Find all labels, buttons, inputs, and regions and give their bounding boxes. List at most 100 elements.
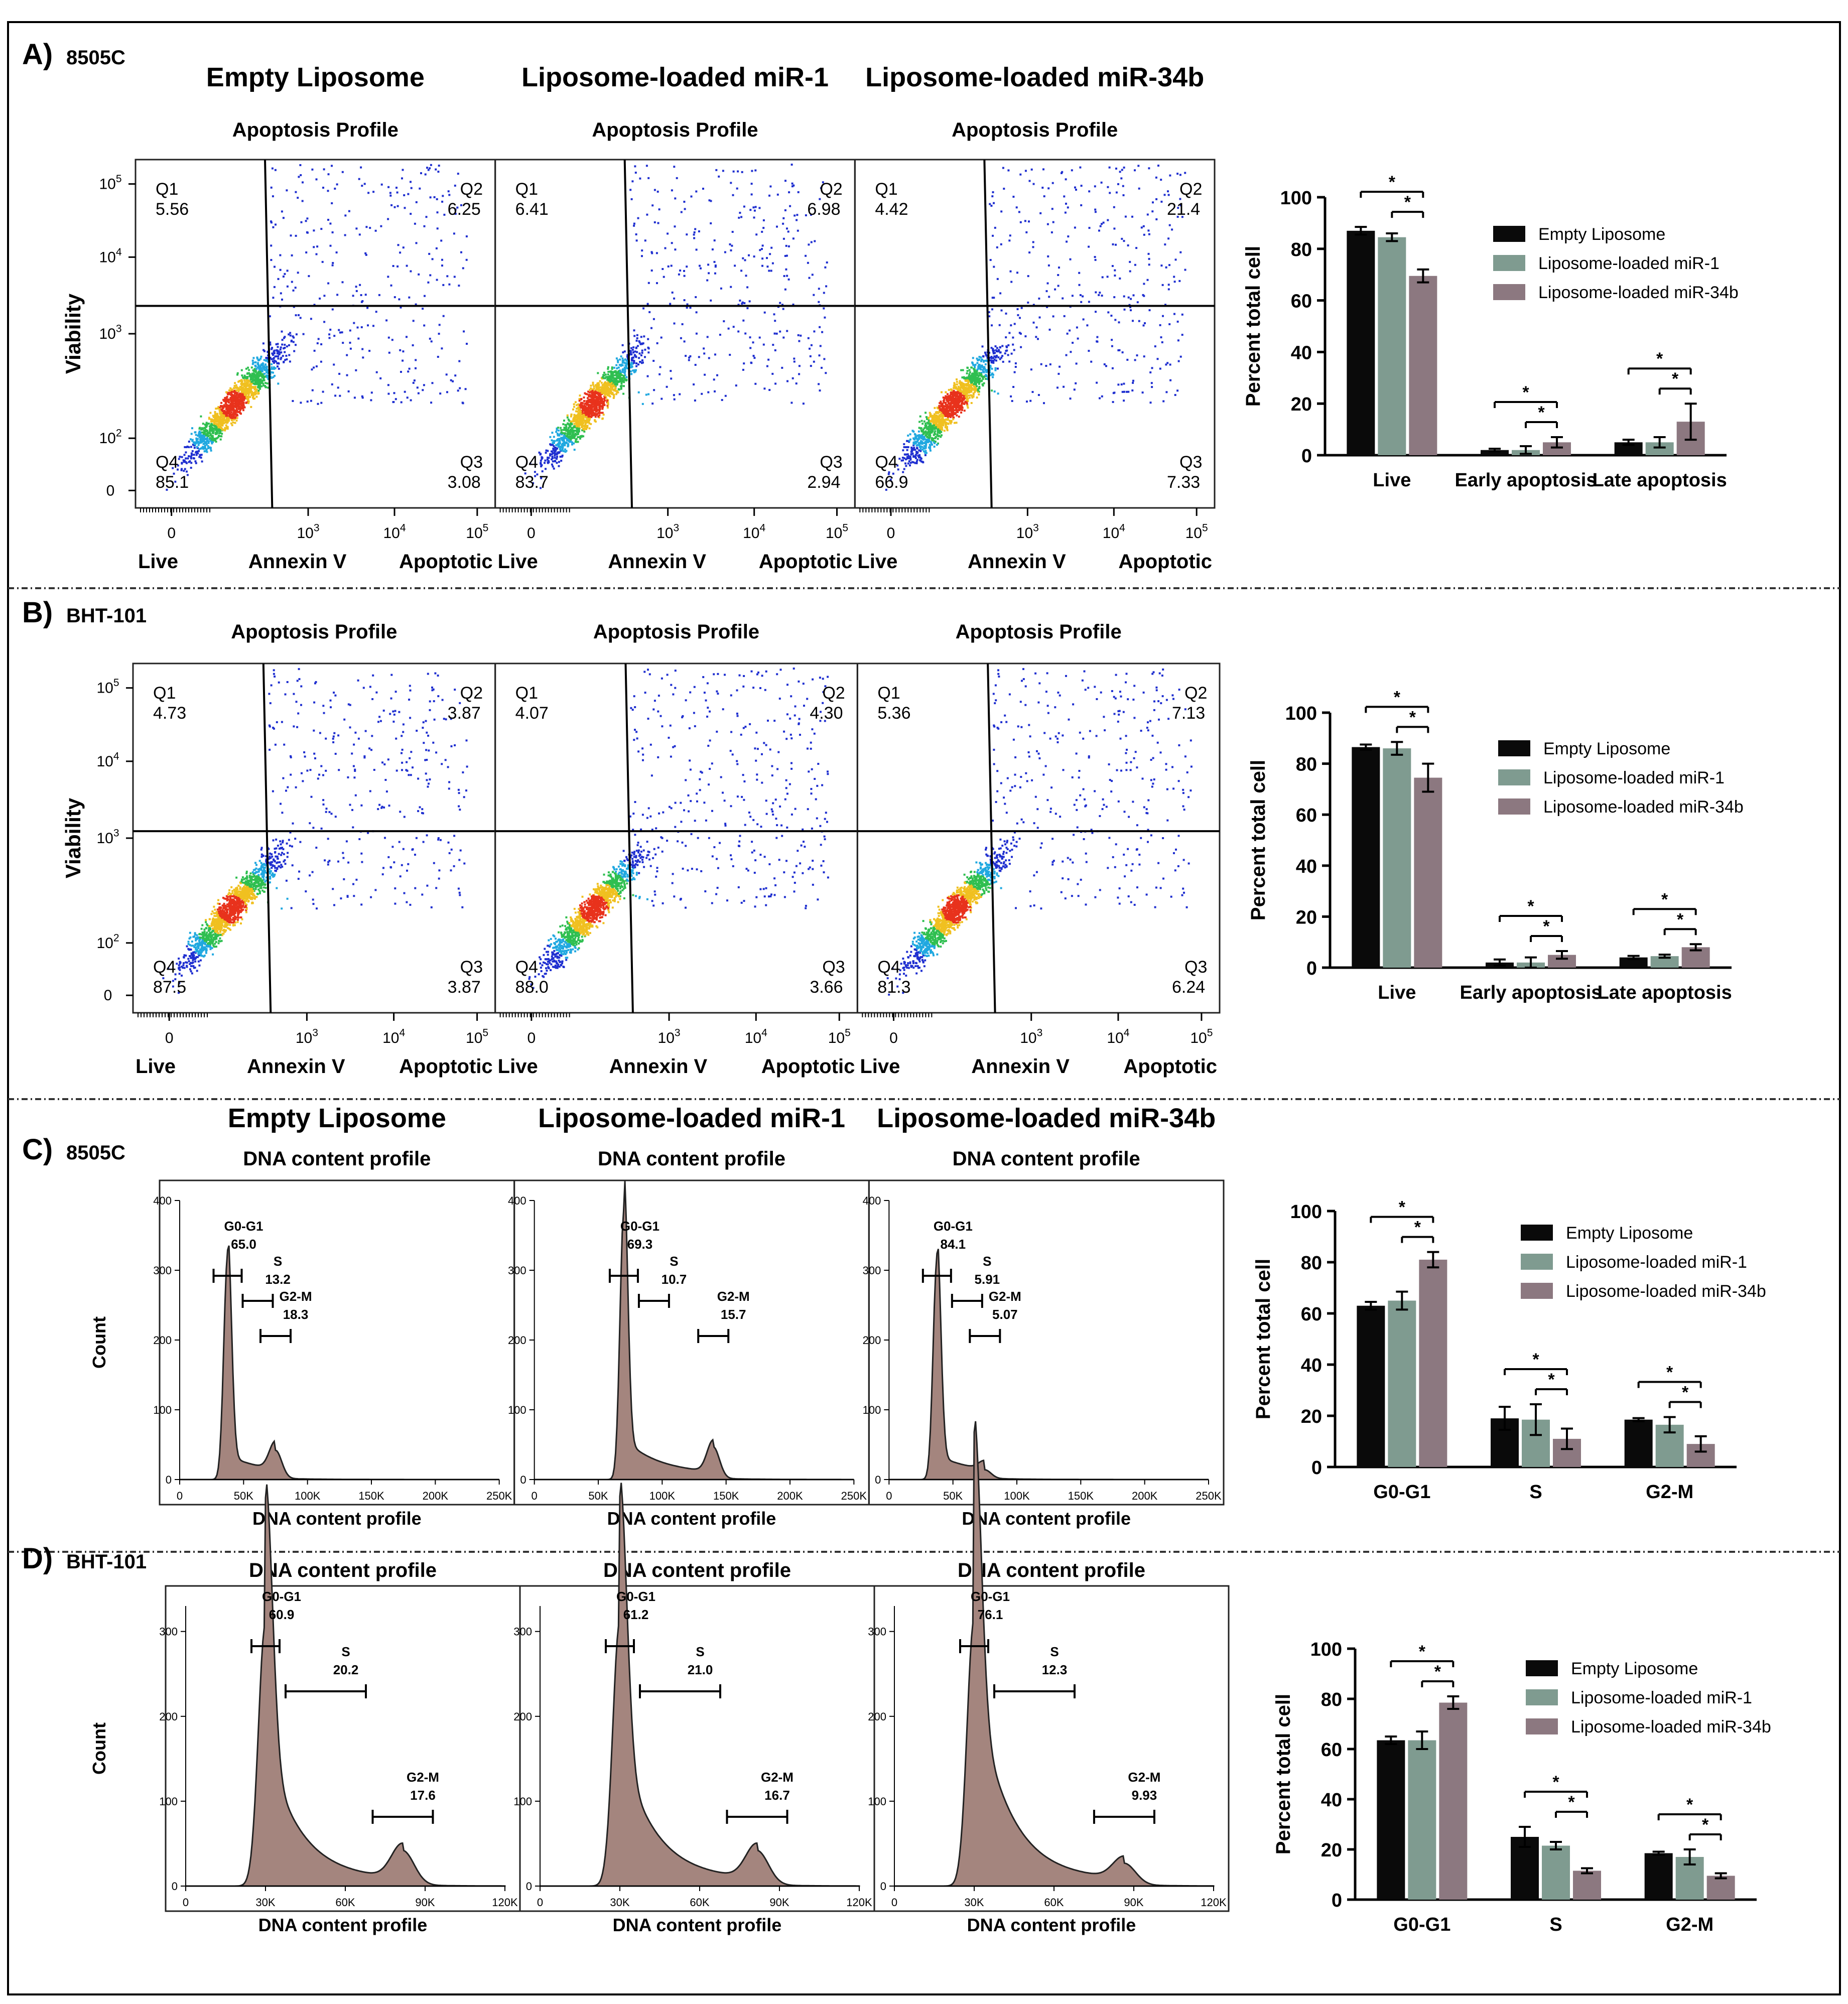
event-dot: [755, 233, 758, 236]
event-dot: [589, 408, 592, 411]
event-dot: [610, 374, 613, 376]
event-dot: [205, 441, 207, 443]
event-dot: [217, 421, 219, 423]
event-dot: [1004, 352, 1006, 355]
event-dot: [257, 365, 260, 368]
event-dot: [640, 362, 643, 364]
event-dot: [773, 313, 775, 316]
event-dot: [258, 381, 260, 383]
event-dot: [976, 368, 979, 371]
event-dot: [783, 275, 785, 277]
event-dot: [813, 330, 816, 333]
event-dot: [970, 402, 973, 404]
event-dot: [934, 442, 936, 445]
event-dot: [732, 170, 735, 173]
event-dot: [1156, 358, 1159, 360]
event-dot: [752, 206, 755, 209]
event-dot: [349, 347, 352, 350]
event-dot: [688, 356, 691, 359]
event-dot: [431, 258, 434, 260]
event-dot: [238, 388, 240, 391]
event-dot: [226, 417, 228, 419]
event-dot: [554, 451, 556, 453]
event-dot: [593, 413, 595, 415]
quadrant-value: 6.25: [448, 200, 481, 219]
event-dot: [213, 438, 216, 440]
event-dot: [574, 426, 576, 429]
event-dot: [387, 392, 390, 395]
event-dot: [1125, 390, 1128, 393]
event-dot: [981, 366, 984, 368]
event-dot: [591, 406, 593, 409]
event-dot: [225, 421, 227, 423]
event-dot: [271, 347, 274, 349]
quadrant-value: 6.98: [807, 200, 840, 219]
event-dot: [255, 374, 257, 376]
event-dot: [544, 459, 547, 462]
event-dot: [607, 403, 609, 406]
event-dot: [782, 222, 784, 225]
event-dot: [556, 433, 559, 435]
event-dot: [193, 444, 195, 447]
event-dot: [1065, 178, 1067, 181]
event-dot: [940, 418, 942, 421]
event-dot: [355, 286, 357, 288]
quadrant-name: Q3: [460, 453, 483, 472]
event-dot: [209, 440, 212, 442]
event-dot: [604, 373, 607, 376]
event-dot: [805, 214, 807, 216]
event-dot: [969, 371, 971, 373]
event-dot: [566, 439, 568, 442]
event-dot: [927, 431, 929, 434]
event-dot: [810, 213, 812, 216]
event-dot: [934, 413, 936, 416]
event-dot: [239, 406, 241, 409]
event-dot: [229, 391, 231, 394]
event-dot: [945, 398, 948, 401]
event-dot: [644, 356, 646, 358]
event-dot: [577, 441, 579, 443]
event-dot: [920, 460, 922, 463]
event-dot: [558, 444, 560, 446]
event-dot: [280, 356, 283, 359]
event-dot: [224, 419, 226, 422]
event-dot: [552, 440, 555, 442]
event-dot: [459, 387, 461, 389]
event-dot: [193, 443, 196, 445]
event-dot: [779, 330, 781, 333]
event-dot: [920, 440, 922, 442]
event-dot: [277, 357, 280, 360]
event-dot: [741, 303, 743, 305]
event-dot: [548, 457, 550, 459]
event-dot: [761, 244, 764, 247]
event-dot: [976, 362, 979, 364]
event-dot: [959, 380, 961, 382]
event-dot: [228, 414, 231, 416]
event-dot: [242, 377, 245, 379]
event-dot: [270, 244, 273, 247]
event-dot: [994, 226, 996, 229]
event-dot: [233, 387, 235, 389]
event-dot: [191, 440, 194, 442]
event-dot: [452, 380, 454, 382]
event-dot: [237, 380, 240, 383]
event-dot: [617, 366, 620, 369]
event-dot: [257, 392, 259, 395]
event-dot: [256, 380, 259, 383]
event-dot: [614, 389, 617, 392]
event-dot: [914, 462, 916, 464]
event-dot: [591, 388, 594, 390]
event-dot: [792, 237, 795, 240]
event-dot: [1101, 223, 1103, 225]
event-dot: [288, 354, 291, 356]
event-dot: [1013, 371, 1016, 373]
event-dot: [225, 398, 227, 400]
event-dot: [986, 359, 988, 361]
x-axis-title: Annexin V: [608, 551, 706, 573]
event-dot: [688, 359, 690, 361]
event-dot: [698, 356, 700, 358]
event-dot: [616, 380, 618, 383]
event-dot: [588, 427, 591, 430]
event-dot: [430, 402, 433, 404]
event-dot: [581, 411, 583, 413]
